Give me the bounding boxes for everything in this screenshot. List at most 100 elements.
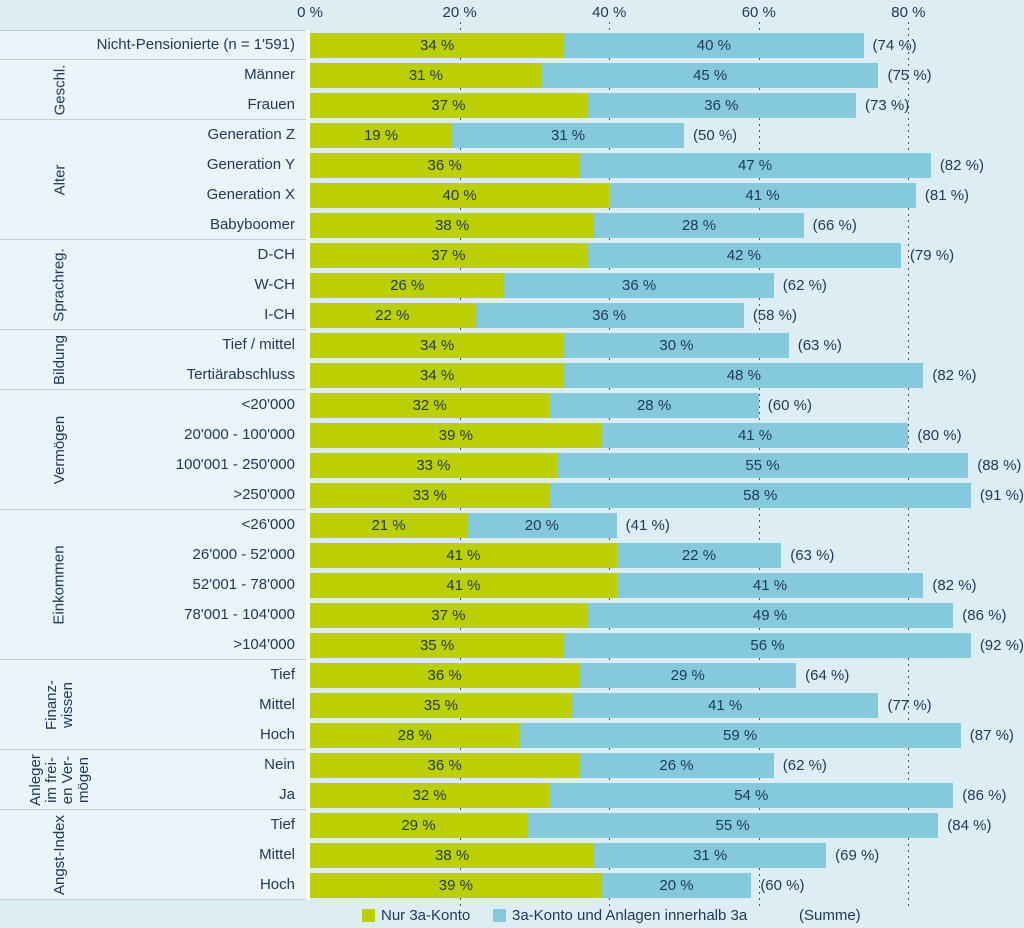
legend-swatch-green-icon: [362, 908, 375, 922]
sum-label: (82 %): [932, 576, 977, 594]
sum-label: (87 %): [969, 726, 1014, 744]
category-group: Geschl. Männer Frauen: [0, 60, 306, 120]
bar-segment-anlagen-innerhalb-3a: 22 %: [616, 542, 782, 568]
axis-tick-label: 20 %: [442, 4, 477, 21]
legend-item-3a-konto-und-anlagen: 3a-Konto und Anlagen innerhalb 3a: [493, 902, 747, 928]
bar-segment-nur-3a-konto: 35 %: [310, 692, 572, 718]
row-label: Babyboomer: [209, 216, 295, 233]
sum-label: (91 %): [979, 486, 1024, 504]
group-separator: [0, 749, 306, 750]
group-separator: [0, 59, 306, 60]
bar-row: 19 % 31 % (50 %): [310, 120, 1024, 150]
bar-row: 41 % 41 % (82 %): [310, 570, 1024, 600]
bar-row: 35 % 41 % (77 %): [310, 690, 1024, 720]
row-label: 78'001 - 104'000: [184, 606, 295, 623]
bar-row: 22 % 36 % (58 %): [310, 300, 1024, 330]
bar-segment-nur-3a-konto: 34 %: [310, 32, 565, 58]
bar-row: 35 % 56 % (92 %): [310, 630, 1024, 660]
bar-segment-nur-3a-konto: 39 %: [310, 872, 602, 898]
bar-segment-nur-3a-konto: 41 %: [310, 572, 617, 598]
bar-row: 32 % 28 % (60 %): [310, 390, 1024, 420]
group-separator: [0, 30, 306, 31]
bar-segment-nur-3a-konto: 19 %: [310, 122, 453, 148]
row-label: 100'001 - 250'000: [175, 456, 295, 473]
bar-row: 34 % 40 % (74 %): [310, 30, 1024, 60]
bar-row: 34 % 30 % (63 %): [310, 330, 1024, 360]
bar-row: 38 % 28 % (66 %): [310, 210, 1024, 240]
summe-text: (Summe): [799, 906, 861, 924]
row-label: W-CH: [254, 276, 295, 293]
sum-label: (79 %): [909, 246, 955, 264]
sum-label: (92 %): [979, 636, 1024, 654]
bar-segment-anlagen-innerhalb-3a: 49 %: [586, 602, 954, 628]
x-axis: 0 % 20 % 40 % 60 % 80 %: [0, 0, 1024, 30]
category-group: Anleger im frei- en Ver- mögen Nein Ja: [0, 750, 306, 810]
bar-row: 39 % 20 % (60 %): [310, 870, 1024, 900]
sum-label: (77 %): [887, 696, 932, 714]
bar-row: 36 % 29 % (64 %): [310, 660, 1024, 690]
bar-segment-nur-3a-konto: 32 %: [310, 392, 550, 418]
sum-label: (66 %): [812, 216, 857, 234]
sum-label: (82 %): [939, 156, 984, 174]
category-group: Sprachreg. D-CH W-CH I-CH: [0, 240, 306, 330]
bar-segment-anlagen-innerhalb-3a: 55 %: [556, 452, 969, 478]
bar-segment-anlagen-innerhalb-3a: 31 %: [452, 122, 684, 148]
bar-row: 39 % 41 % (80 %): [310, 420, 1024, 450]
bar-segment-anlagen-innerhalb-3a: 28 %: [594, 212, 804, 238]
bar-segment-anlagen-innerhalb-3a: 41 %: [571, 692, 879, 718]
legend: Nur 3a-Konto 3a-Konto und Anlagen innerh…: [0, 902, 1024, 928]
bar-segment-nur-3a-konto: 36 %: [310, 662, 580, 688]
legend-item-nur-3a-konto: Nur 3a-Konto: [362, 902, 470, 928]
row-label: Tief / mittel: [222, 336, 295, 353]
bar-row: 38 % 31 % (69 %): [310, 840, 1024, 870]
bar-row: 32 % 54 % (86 %): [310, 780, 1024, 810]
bar-segment-anlagen-innerhalb-3a: 41 %: [601, 422, 909, 448]
bars-area: 34 % 40 % (74 %) 31 % 45 % (75 %) 37 % 36 % (73 …: [310, 30, 1024, 900]
row-label: Hoch: [259, 726, 295, 743]
sum-label: (63 %): [790, 546, 835, 564]
bar-row: 37 % 42 % (79 %): [310, 240, 1024, 270]
sum-label: (62 %): [782, 756, 827, 774]
sum-label: (73 %): [865, 96, 910, 114]
group-separator: [0, 389, 306, 390]
bar-segment-nur-3a-konto: 37 %: [310, 602, 587, 628]
bar-row: 33 % 58 % (91 %): [310, 480, 1024, 510]
sum-label: (74 %): [872, 36, 917, 54]
bar-segment-nur-3a-konto: 34 %: [310, 362, 565, 388]
bar-segment-anlagen-innerhalb-3a: 41 %: [609, 182, 916, 208]
row-label: Frauen: [247, 96, 295, 113]
bar-segment-nur-3a-konto: 38 %: [310, 842, 595, 868]
bar-segment-nur-3a-konto: 26 %: [310, 272, 505, 298]
row-label: <26'000: [241, 516, 295, 533]
row-label: <20'000: [241, 396, 295, 413]
row-label: 26'000 - 52'000: [192, 546, 295, 563]
bar-segment-anlagen-innerhalb-3a: 58 %: [549, 482, 971, 508]
row-label: Tief: [270, 816, 295, 833]
bar-segment-anlagen-innerhalb-3a: 26 %: [579, 752, 774, 778]
bar-segment-anlagen-innerhalb-3a: 54 %: [549, 782, 954, 808]
row-label: Nein: [264, 756, 295, 773]
axis-tick-label: 80 %: [891, 4, 926, 21]
sum-label: (81 %): [924, 186, 970, 204]
bar-row: 33 % 55 % (88 %): [310, 450, 1024, 480]
bar-segment-anlagen-innerhalb-3a: 29 %: [579, 662, 797, 688]
row-label: Männer: [244, 66, 295, 83]
bar-segment-nur-3a-konto: 29 %: [310, 812, 527, 838]
category-group: Vermögen <20'000 20'000 - 100'000 100'001 -…: [0, 390, 306, 510]
bar-row: 26 % 36 % (62 %): [310, 270, 1024, 300]
group-separator: [0, 509, 306, 510]
bar-segment-anlagen-innerhalb-3a: 36 %: [586, 92, 857, 118]
bar-segment-nur-3a-konto: 32 %: [310, 782, 550, 808]
category-group: Einkommen <26'000 26'000 - 52'000 52'001 - …: [0, 510, 306, 660]
sum-label: (64 %): [805, 666, 850, 684]
sum-label: (50 %): [692, 126, 738, 144]
bar-row: 36 % 47 % (82 %): [310, 150, 1024, 180]
bar-segment-anlagen-innerhalb-3a: 41 %: [616, 572, 924, 598]
row-label: Ja: [279, 786, 295, 803]
row-label: Generation Z: [207, 126, 295, 143]
category-group: Alter Generation Z Generation Y Generation …: [0, 120, 306, 240]
row-label: >250'000: [233, 486, 295, 503]
row-label: Tief: [270, 666, 295, 683]
group-separator: [0, 119, 306, 120]
legend-swatch-blue-icon: [493, 908, 506, 922]
